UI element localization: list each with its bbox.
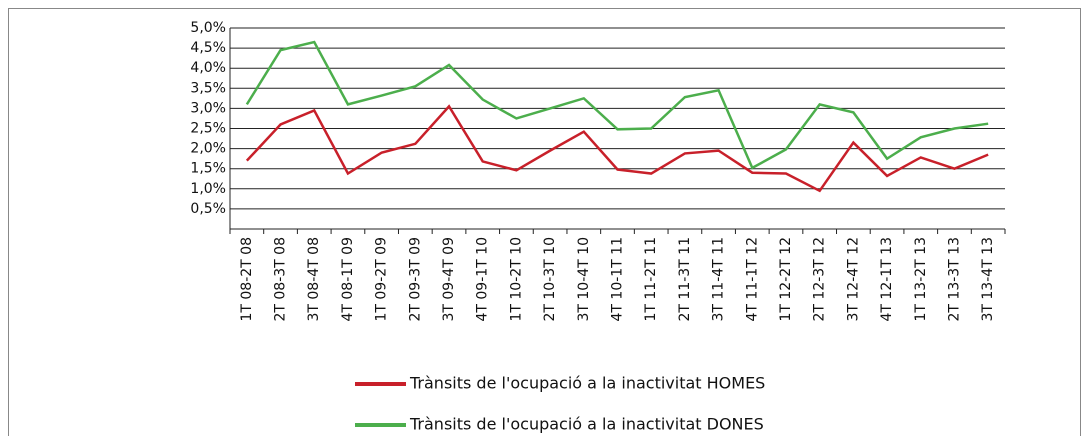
y-tick-label: 2,5% <box>190 121 226 137</box>
x-tick-label: 4T 12-1T 13 <box>879 237 895 322</box>
x-tick-label: 1T 08-2T 08 <box>239 237 255 321</box>
x-tick-label: 2T 13-3T 13 <box>946 237 962 322</box>
x-tick-label: 4T 10-1T 11 <box>610 237 626 322</box>
x-tick-label: 3T 09-4T 09 <box>441 237 457 322</box>
x-tick-label: 1T 11-2T 11 <box>643 237 659 322</box>
x-tick-label: 3T 13-4T 13 <box>980 237 996 322</box>
x-tick-label: 2T 08-3T 08 <box>273 237 289 322</box>
line-series <box>245 104 989 193</box>
y-tick-label: 0,5% <box>190 201 226 217</box>
y-tick-label: 3,0% <box>190 100 226 116</box>
x-tick-label: 4T 09-1T 10 <box>475 237 491 322</box>
y-tick-label: 1,5% <box>190 161 226 177</box>
y-tick-label: 5,0% <box>190 20 226 36</box>
x-tick-label: 4T 11-1T 12 <box>744 237 760 322</box>
legend-label: Trànsits de l'ocupació a la inactivitat … <box>409 374 765 393</box>
x-tick-label: 1T 12-2T 12 <box>778 237 794 322</box>
frame <box>8 8 1081 436</box>
legend-label: Trànsits de l'ocupació a la inactivitat … <box>409 415 764 434</box>
line-series <box>245 40 989 170</box>
y-tick-label: 3,5% <box>190 80 226 96</box>
x-tick-label: 3T 08-4T 08 <box>306 237 322 322</box>
x-tick-label: 2T 10-3T 10 <box>542 237 558 322</box>
x-tick-label: 2T 11-3T 11 <box>677 237 693 322</box>
x-tick-label: 3T 11-4T 11 <box>711 237 727 322</box>
x-tick-label: 1T 13-2T 13 <box>913 237 929 322</box>
x-tick-label: 2T 09-3T 09 <box>407 237 423 322</box>
x-tick-label: 3T 10-4T 10 <box>576 237 592 322</box>
x-tick-label: 1T 09-2T 09 <box>374 237 390 322</box>
x-tick-label: 2T 12-3T 12 <box>812 237 828 322</box>
x-tick-label: 3T 12-4T 12 <box>845 237 861 322</box>
x-tick-label: 4T 08-1T 09 <box>340 237 356 322</box>
x-tick-label: 1T 10-2T 10 <box>508 237 524 322</box>
y-tick-label: 4,0% <box>190 60 226 76</box>
y-tick-label: 2,0% <box>190 141 226 157</box>
y-tick-label: 1,0% <box>190 181 226 197</box>
y-tick-label: 4,5% <box>190 40 226 56</box>
